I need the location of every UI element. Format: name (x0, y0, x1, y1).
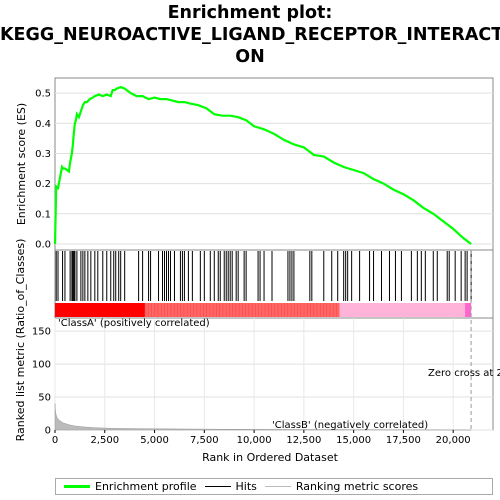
metric-y-tick-label: 50 (38, 393, 51, 404)
x-tick-label: 5,000 (140, 435, 169, 446)
metric-y-axis-label: Ranked list metric (Ratio_of_Classes) (14, 239, 27, 442)
x-axis-ticks: 0 2,500 5,000 7,500 10,000 12,500 15,000 17,500… (52, 430, 471, 446)
metric-panel: 0 50 100 150 0 2,500 5,000 7,500 10,000 12,500 15… (14, 239, 500, 464)
es-y-axis-label: Enrichment score (ES) (15, 103, 28, 225)
legend-item-ranking-metric: Ranking metric scores (264, 480, 419, 493)
black-line-icon (204, 486, 231, 487)
x-tick-label: 20,000 (436, 435, 471, 446)
es-panel: 0.0 0.1 0.2 0.3 0.4 0.5 Enrichment score (ES) (15, 77, 494, 251)
title-line-1: Enrichment plot: (167, 3, 333, 23)
es-y-tick-label: 0.4 (35, 119, 51, 130)
title-line-2: KEGG_NEUROACTIVE_LIGAND_RECEPTOR_INTERAC… (0, 25, 500, 45)
es-panel-frame (54, 77, 494, 251)
rank-bar-segment (465, 303, 472, 317)
es-y-tick-label: 0.3 (35, 149, 51, 160)
x-tick-label: 2,500 (90, 435, 119, 446)
x-axis-label: Rank in Ordered Dataset (202, 451, 339, 464)
zero-cross-label: Zero cross at 2 (428, 368, 500, 379)
hit-marks (55, 251, 472, 301)
legend-label: Ranking metric scores (295, 480, 419, 493)
title-line-3: ON (235, 47, 265, 67)
green-line-icon (64, 485, 90, 488)
metric-y-tick-label: 100 (32, 360, 51, 371)
rank-bar-segment (55, 303, 145, 317)
metric-area-group (54, 403, 472, 431)
hits-panel (54, 249, 494, 319)
x-tick-label: 10,000 (237, 435, 272, 446)
chart-title: Enrichment plot: KEGG_NEUROACTIVE_LIGAND… (0, 2, 500, 68)
rank-color-bar (55, 303, 472, 317)
legend-item-hits: Hits (204, 480, 257, 493)
metric-y-tick-label: 0 (45, 426, 51, 437)
x-tick-label: 12,500 (286, 435, 321, 446)
enrichment-profile-line (53, 85, 472, 245)
legend-label: Enrichment profile (95, 480, 197, 493)
x-tick-label: 17,500 (386, 435, 421, 446)
class-b-label: 'ClassB' (negatively correlated) (272, 420, 428, 431)
x-tick-label: 7,500 (190, 435, 219, 446)
legend-label: Hits (235, 480, 257, 493)
rank-bar-segment (339, 303, 472, 317)
es-line-group (53, 85, 472, 245)
legend-item-enrichment-profile: Enrichment profile (64, 480, 197, 493)
es-y-tick-label: 0.5 (35, 89, 51, 100)
es-gridlines (55, 92, 493, 245)
metric-y-axis-ticks: 0 50 100 150 (32, 327, 51, 437)
metric-y-tick-label: 150 (32, 327, 51, 338)
es-y-axis-ticks: 0.0 0.1 0.2 0.3 0.4 0.5 (35, 89, 51, 251)
x-tick-label: 15,000 (336, 435, 371, 446)
es-y-tick-label: 0.2 (35, 179, 51, 190)
gray-line-icon (264, 486, 291, 487)
x-tick-label: 0 (52, 435, 58, 446)
class-a-label: 'ClassA' (positively correlated) (58, 318, 210, 329)
es-y-tick-label: 0.1 (35, 209, 51, 220)
es-y-tick-label: 0.0 (35, 239, 51, 250)
legend: Enrichment profile Hits Ranking metric s… (55, 478, 493, 495)
metric-panel-frame (54, 317, 494, 431)
ranking-metric-area (54, 403, 472, 431)
